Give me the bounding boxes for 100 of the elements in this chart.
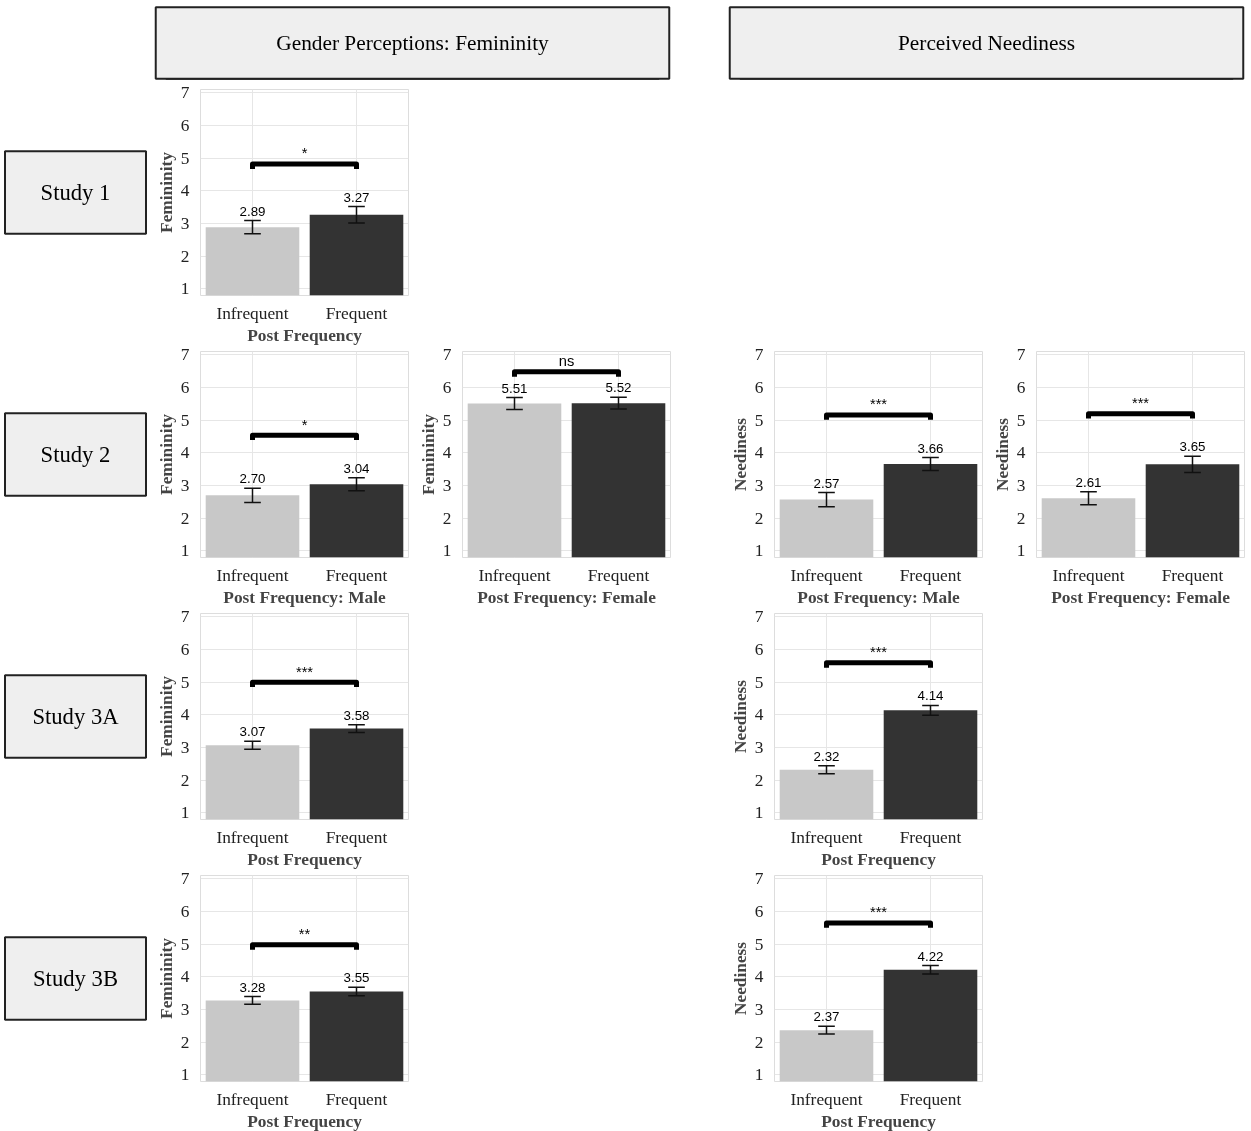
y-tick-label: 3	[754, 476, 764, 496]
annotation: ns	[558, 353, 575, 370]
y-tick-label: 7	[180, 345, 190, 365]
x-tick-label: Infrequent	[1052, 565, 1125, 585]
y-tick-label: 1	[180, 803, 190, 823]
x-tick-label: Infrequent	[790, 565, 863, 585]
y-axis-title: Femininity	[156, 151, 176, 233]
annotation: ***	[869, 644, 888, 661]
x-axis-title: Post Frequency: Male	[797, 587, 960, 607]
y-tick-label: 5	[180, 672, 190, 692]
x-axis-title: Post Frequency	[821, 849, 937, 869]
y-tick-label: 4	[180, 443, 190, 463]
y-axis-title: Neediness	[992, 417, 1012, 492]
y-tick-label: 7	[180, 83, 190, 103]
y-tick-label: 4	[180, 705, 190, 725]
y-tick-label: 3	[442, 476, 452, 496]
y-tick-label: 4	[1016, 443, 1026, 463]
data-label: 2.89	[239, 203, 266, 219]
y-axis-title: Femininity	[418, 413, 438, 495]
y-tick-label: 2	[1016, 508, 1026, 528]
x-tick-label: Frequent	[899, 1089, 962, 1109]
text: Study 3A	[32, 704, 120, 729]
y-tick-label: 4	[754, 967, 764, 987]
x-tick-label: Frequent	[1161, 565, 1224, 585]
annotation: *	[301, 416, 308, 433]
data-label: 3.55	[343, 970, 370, 986]
x-axis-title: Post Frequency: Male	[223, 587, 386, 607]
y-tick-label: 5	[180, 148, 190, 168]
y-tick-label: 6	[180, 901, 190, 921]
y-tick-label: 2	[180, 770, 190, 790]
y-tick-label: 6	[754, 901, 764, 921]
data-label: 4.14	[917, 688, 945, 704]
data-label: 2.37	[813, 1009, 840, 1025]
x-tick-label: Infrequent	[216, 565, 289, 585]
x-axis-title: Post Frequency	[247, 1111, 363, 1131]
y-tick-label: 4	[442, 443, 452, 463]
y-tick-label: 4	[180, 181, 190, 201]
y-axis-title: Neediness	[730, 679, 750, 754]
x-axis-title: Post Frequency	[821, 1111, 937, 1131]
y-axis-title: Femininity	[156, 937, 176, 1019]
y-tick-label: 7	[754, 345, 764, 365]
y-tick-label: 1	[180, 279, 190, 299]
data-label: 5.51	[501, 380, 528, 396]
x-tick-label: Frequent	[899, 565, 962, 585]
text: Perceived Neediness	[897, 31, 1076, 55]
x-tick-label: Infrequent	[216, 827, 289, 847]
y-tick-label: 2	[442, 508, 452, 528]
x-tick-label: Infrequent	[478, 565, 551, 585]
annotation: ***	[295, 663, 314, 680]
y-tick-label: 3	[180, 738, 190, 758]
y-axis-title: Neediness	[730, 417, 750, 492]
y-tick-label: 7	[1016, 345, 1026, 365]
y-tick-label: 7	[180, 869, 190, 889]
text: Gender Perceptions: Femininity	[276, 31, 550, 55]
y-tick-label: 5	[442, 410, 452, 430]
x-axis-title: Post Frequency: Female	[477, 587, 657, 607]
data-label: 4.22	[917, 948, 944, 964]
annotation: ***	[1131, 395, 1150, 412]
y-tick-label: 6	[180, 639, 190, 659]
y-tick-label: 7	[180, 607, 190, 627]
data-label: 2.57	[813, 475, 840, 491]
annotation: *	[301, 145, 308, 162]
y-tick-label: 5	[180, 410, 190, 430]
y-tick-label: 7	[754, 607, 764, 627]
data-label: 3.58	[343, 707, 370, 723]
data-label: 2.70	[239, 471, 266, 487]
y-axis-title: Neediness	[730, 941, 750, 1016]
y-tick-label: 3	[754, 738, 764, 758]
data-label: 2.32	[813, 748, 840, 764]
y-tick-label: 3	[754, 1000, 764, 1020]
x-tick-label: Infrequent	[790, 827, 863, 847]
y-tick-label: 1	[1016, 541, 1026, 561]
y-tick-label: 6	[1016, 377, 1026, 397]
annotation: **	[298, 926, 311, 943]
y-tick-label: 5	[1016, 410, 1026, 430]
annotation: ***	[869, 396, 888, 413]
y-tick-label: 4	[180, 967, 190, 987]
y-tick-label: 4	[754, 705, 764, 725]
annotation: ***	[869, 904, 888, 921]
text: Study 3B	[33, 966, 118, 991]
y-tick-label: 5	[754, 672, 764, 692]
y-tick-label: 6	[754, 639, 764, 659]
data-label: 3.04	[343, 460, 371, 476]
y-tick-label: 4	[754, 443, 764, 463]
data-label: 2.61	[1075, 474, 1102, 490]
y-tick-label: 2	[754, 1032, 764, 1052]
x-tick-label: Frequent	[325, 303, 388, 323]
data-label: 3.65	[1179, 439, 1206, 455]
y-tick-label: 5	[754, 934, 764, 954]
y-axis-title: Femininity	[156, 413, 176, 495]
x-tick-label: Frequent	[899, 827, 962, 847]
y-tick-label: 1	[180, 1065, 190, 1085]
y-tick-label: 3	[1016, 476, 1026, 496]
y-tick-label: 3	[180, 476, 190, 496]
y-tick-label: 5	[180, 934, 190, 954]
x-axis-title: Post Frequency	[247, 325, 363, 345]
y-tick-label: 1	[754, 541, 764, 561]
y-tick-label: 3	[180, 1000, 190, 1020]
data-label: 3.66	[917, 440, 944, 456]
x-tick-label: Frequent	[325, 565, 388, 585]
